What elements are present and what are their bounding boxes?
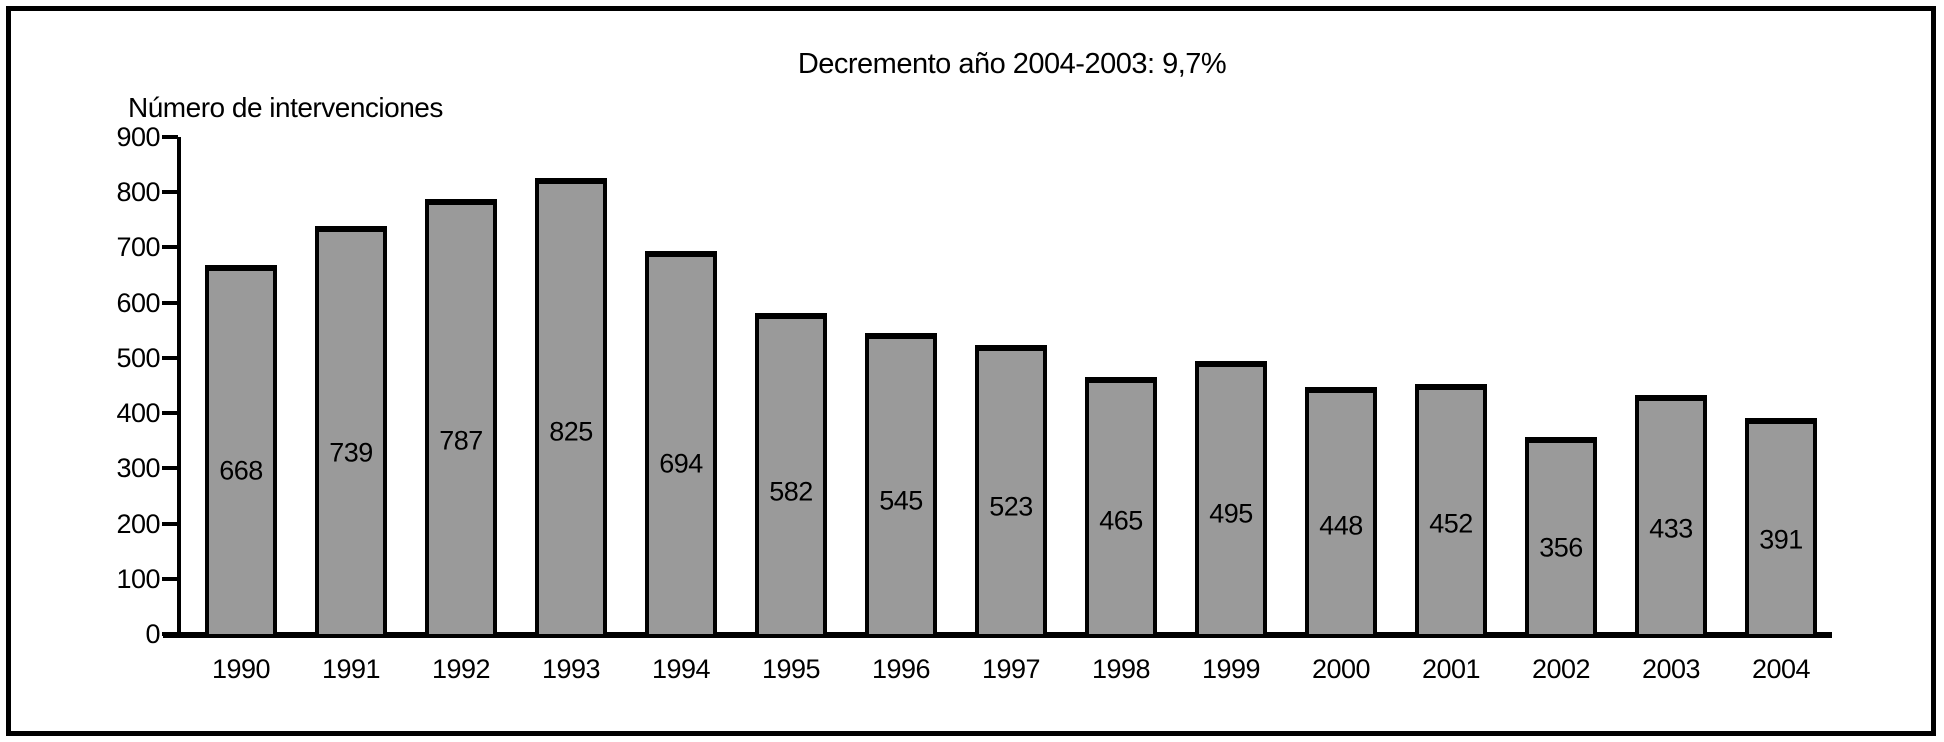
y-tick-mark	[162, 355, 178, 360]
bar-value-label: 739	[329, 437, 373, 468]
bar-value-label: 391	[1759, 524, 1803, 554]
y-tick-label: 900	[116, 122, 160, 152]
bar: 545	[865, 333, 937, 634]
y-axis-title: Número de intervenciones	[128, 92, 443, 123]
bar-value-label: 694	[659, 448, 703, 479]
x-tick-label: 1996	[871, 654, 931, 684]
bar-value-label: 668	[219, 455, 263, 486]
y-tick-mark	[162, 300, 178, 305]
bar: 668	[205, 265, 277, 634]
bar: 787	[425, 199, 497, 634]
bar: 465	[1085, 377, 1157, 634]
y-tick-label: 400	[116, 398, 160, 429]
bar-value-label: 356	[1539, 532, 1583, 563]
x-tick-label: 1992	[431, 654, 491, 684]
y-tick-mark	[162, 521, 178, 526]
x-tick-label: 2001	[1421, 654, 1481, 684]
y-axis	[177, 137, 181, 638]
bar-value-label: 523	[989, 491, 1033, 522]
bar: 391	[1745, 418, 1817, 634]
y-tick-label: 200	[116, 508, 160, 539]
y-tick-label: 500	[116, 342, 160, 373]
bar: 582	[755, 313, 827, 634]
chart-title: Decremento año 2004-2003: 9,7%	[797, 48, 1227, 80]
x-tick-label: 1999	[1201, 654, 1261, 684]
x-tick-label: 2004	[1751, 654, 1811, 684]
x-tick-label: 1995	[761, 654, 821, 684]
y-tick-mark	[162, 245, 178, 250]
y-tick-label: 600	[116, 287, 160, 318]
bar-value-label: 495	[1209, 498, 1253, 529]
x-tick-label: 1998	[1091, 654, 1151, 684]
y-tick-mark	[162, 135, 178, 139]
bar: 433	[1635, 395, 1707, 634]
bar-value-label: 787	[439, 425, 483, 456]
x-tick-label: 1991	[321, 654, 381, 684]
bar: 825	[535, 178, 607, 634]
bar-value-label: 582	[769, 476, 813, 507]
y-tick-mark	[162, 576, 178, 581]
bar: 495	[1195, 361, 1267, 634]
y-tick-label: 100	[116, 563, 160, 594]
bar: 739	[315, 226, 387, 634]
x-tick-label: 2000	[1311, 654, 1371, 684]
bar-value-label: 825	[549, 416, 593, 446]
x-tick-label: 2003	[1641, 654, 1701, 684]
x-axis	[163, 632, 1832, 638]
y-tick-mark	[162, 411, 178, 416]
y-tick-label: 300	[116, 453, 160, 484]
x-tick-label: 1993	[541, 654, 601, 684]
x-tick-label: 1990	[211, 654, 271, 684]
x-tick-label: 1997	[981, 654, 1041, 684]
bar: 448	[1305, 387, 1377, 634]
bar-value-label: 545	[879, 485, 923, 516]
bar-value-label: 452	[1429, 508, 1473, 539]
y-tick-mark	[162, 466, 178, 471]
bar: 356	[1525, 437, 1597, 634]
y-tick-mark	[162, 632, 178, 636]
bar-value-label: 465	[1099, 505, 1143, 536]
bar: 523	[975, 345, 1047, 634]
x-tick-label: 2002	[1531, 654, 1591, 684]
bar-value-label: 448	[1319, 510, 1363, 541]
y-tick-label: 0	[145, 619, 160, 649]
y-tick-label: 700	[116, 232, 160, 263]
bar: 452	[1415, 384, 1487, 634]
bar-value-label: 433	[1649, 513, 1693, 544]
bar: 694	[645, 251, 717, 634]
x-tick-label: 1994	[651, 654, 711, 684]
y-tick-mark	[162, 190, 178, 195]
y-tick-label: 800	[116, 177, 160, 208]
